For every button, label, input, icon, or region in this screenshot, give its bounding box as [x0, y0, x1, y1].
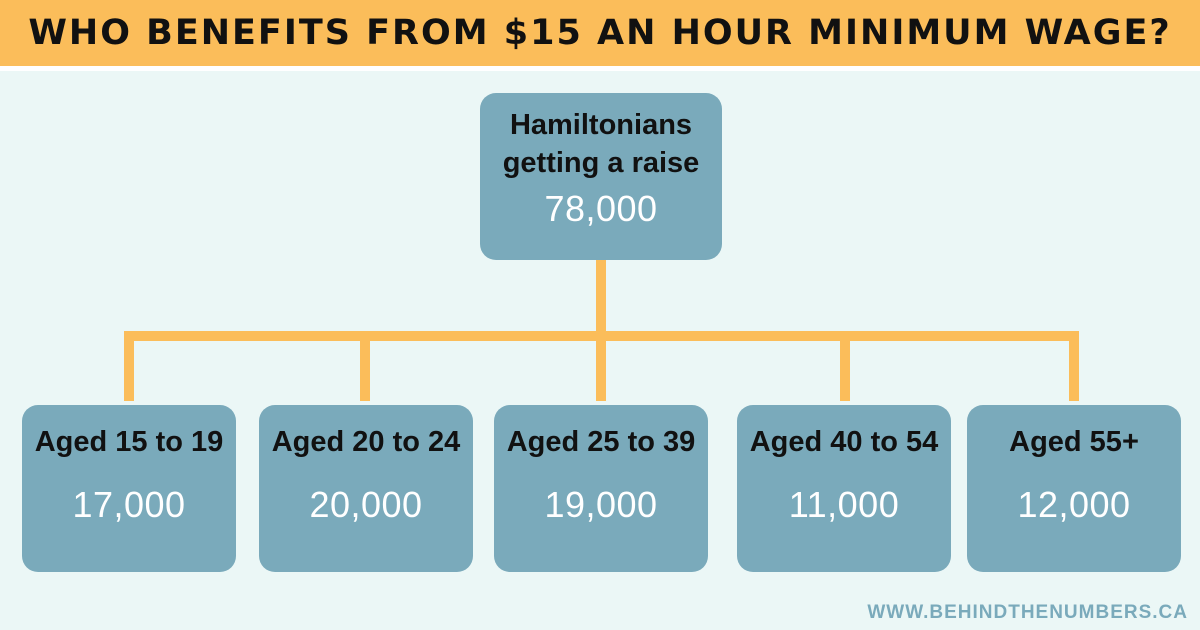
age-group-node-20-24: Aged 20 to 24 20,000: [259, 405, 473, 572]
age-group-label: Aged 40 to 54: [749, 426, 939, 458]
age-group-label: Aged 15 to 19: [34, 426, 224, 458]
age-group-value: 17,000: [72, 484, 186, 525]
root-label-line1: Hamiltonians: [509, 109, 693, 141]
age-group-value: 11,000: [788, 484, 900, 525]
age-group-node-15-19: Aged 15 to 19 17,000: [22, 405, 236, 572]
root-node: Hamiltonians getting a raise 78,000: [480, 93, 722, 260]
root-label-line2: getting a raise: [502, 147, 700, 179]
age-group-value: 12,000: [1017, 484, 1131, 525]
page-title: WHO BENEFITS FROM $15 AN HOUR MINIMUM WA…: [28, 13, 1172, 53]
root-value: 78,000: [544, 188, 658, 229]
age-group-node-25-39: Aged 25 to 39 19,000: [494, 405, 708, 572]
age-group-label: Aged 25 to 39: [506, 426, 696, 458]
title-banner: WHO BENEFITS FROM $15 AN HOUR MINIMUM WA…: [0, 0, 1200, 66]
age-group-value: 19,000: [544, 484, 658, 525]
source-url: WWW.BEHINDTHENUMBERS.CA: [867, 602, 1188, 623]
age-group-label: Aged 20 to 24: [271, 426, 461, 458]
age-group-node-55-plus: Aged 55+ 12,000: [967, 405, 1181, 572]
banner-divider: [0, 66, 1200, 71]
age-group-label: Aged 55+: [1009, 426, 1139, 458]
age-group-node-40-54: Aged 40 to 54 11,000: [737, 405, 951, 572]
age-group-value: 20,000: [309, 484, 423, 525]
